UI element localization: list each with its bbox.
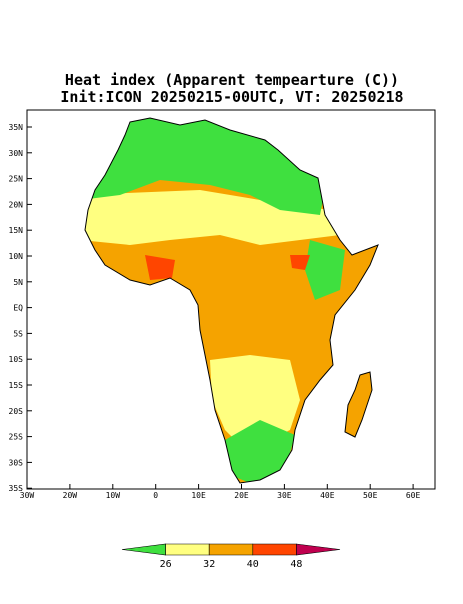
lat-label: 30N [9,149,24,158]
lon-label: 50E [363,491,378,500]
lat-label: 30S [9,458,24,467]
lat-label: 5S [13,329,23,338]
lat-label: 5N [13,278,23,287]
madagascar [344,371,373,438]
colorbar-label: 48 [290,559,302,570]
colorbar-segment [296,543,341,556]
lat-label: 10S [9,355,24,364]
map-frame [26,109,436,490]
subtitle: Init:ICON 20250215-00UTC, VT: 20250218 [60,88,403,106]
lon-label: 30W [20,491,35,500]
lat-label: 10N [9,252,24,261]
colorbar-segment [165,543,210,556]
colorbar-label: 32 [203,559,215,570]
lat-label: 20N [9,200,24,209]
colorbar-segment [121,543,166,556]
lon-label: 10E [191,491,206,500]
lon-label: 20W [63,491,78,500]
coastline [84,117,379,484]
lat-label: 25N [9,175,24,184]
lon-label: 60E [406,491,421,500]
lon-label: 0 [153,491,158,500]
colorbar-label: 26 [160,559,172,570]
title: Heat index (Apparent tempearture (C)) [65,71,399,89]
lat-label: 35N [9,123,24,132]
africa [85,118,378,483]
lat-label: 25S [9,433,24,442]
lat-label: 15N [9,226,24,235]
colorbar-label: 40 [247,559,259,570]
lon-label: 10W [106,491,121,500]
colorbar-segment [208,543,254,556]
lon-label: 20E [234,491,249,500]
colorbar-segment [252,543,297,556]
lon-label: 30E [277,491,292,500]
lon-label: 40E [320,491,335,500]
lat-label: 20S [9,407,24,416]
lat-label: 35S [9,484,24,493]
lat-label: EQ [13,304,23,313]
lat-label: 15S [9,381,24,390]
